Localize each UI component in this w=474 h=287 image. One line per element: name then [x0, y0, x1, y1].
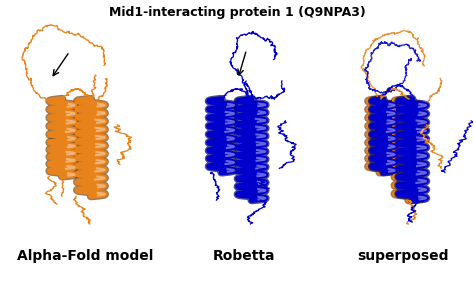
Text: Robetta: Robetta — [213, 249, 275, 263]
Text: Alpha-Fold model: Alpha-Fold model — [17, 249, 153, 263]
Text: Mid1-interacting protein 1 (Q9NPA3): Mid1-interacting protein 1 (Q9NPA3) — [109, 6, 365, 19]
Text: superposed: superposed — [358, 249, 449, 263]
